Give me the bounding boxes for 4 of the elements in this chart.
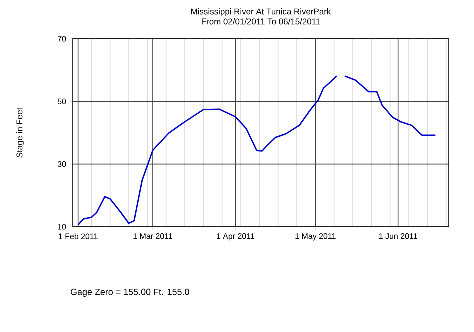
y-axis-title: Stage in Feet: [16, 108, 24, 158]
chart-subtitle: From 02/01/2011 To 06/15/2011: [202, 18, 320, 25]
chart-title: Mississippi River At Tunica RiverPark: [192, 8, 332, 16]
text: Gage Zero = 155.00 Ft. 155.0: [70, 288, 190, 298]
